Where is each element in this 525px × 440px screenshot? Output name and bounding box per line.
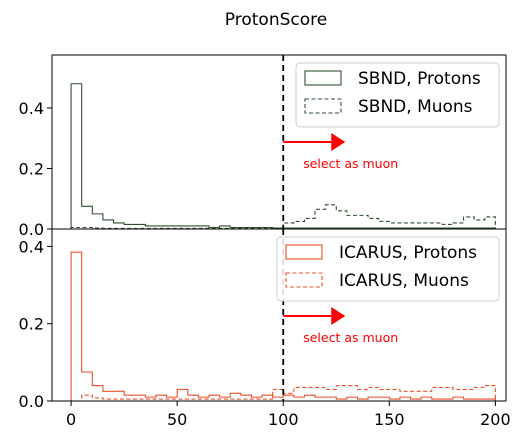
legend-swatch-top <box>304 98 342 114</box>
legend-box-top <box>295 62 500 128</box>
histogram-bottom-series-1 <box>71 384 496 402</box>
histogram-top-series-0 <box>70 83 496 229</box>
arrow-head-bottom <box>331 307 346 325</box>
ytick-label-top: 0.0 <box>19 220 44 239</box>
ytick-label-top: 0.2 <box>19 159 44 178</box>
legend-swatch-top <box>304 70 342 86</box>
legend-box-bottom <box>276 236 500 302</box>
legend-entry-top: SBND, Protons <box>358 69 481 89</box>
legend-entry-top: SBND, Muons <box>358 97 473 117</box>
xtick-label: 150 <box>374 410 405 429</box>
legend-bottom: ICARUS, Protons ICARUS, Muons <box>276 236 500 302</box>
ytick-label-bottom: 0.4 <box>19 237 44 256</box>
ytick-label-top: 0.4 <box>19 99 44 118</box>
chart-title: ProtonScore <box>225 10 327 30</box>
axes-frame-bottom <box>51 228 507 402</box>
xtick-label: 0 <box>66 410 76 429</box>
histogram-bottom-series-0 <box>70 251 496 401</box>
annotation-bottom: select as muon <box>303 330 398 345</box>
legend-swatch-bottom <box>285 272 323 288</box>
legend-top: SBND, Protons SBND, Muons <box>295 62 500 128</box>
legend-entry-bottom: ICARUS, Muons <box>339 271 469 291</box>
annotation-top: select as muon <box>303 156 398 171</box>
xtick-label: 100 <box>268 410 299 429</box>
xtick-label: 200 <box>480 410 511 429</box>
xtick-label: 50 <box>167 410 187 429</box>
ytick-label-bottom: 0.2 <box>19 315 44 334</box>
legend-entry-bottom: ICARUS, Protons <box>339 243 477 263</box>
arrow-head-top <box>331 133 346 151</box>
ytick-label-bottom: 0.0 <box>19 392 44 411</box>
legend-swatch-bottom <box>285 244 323 260</box>
histogram-top-series-1 <box>70 204 496 229</box>
